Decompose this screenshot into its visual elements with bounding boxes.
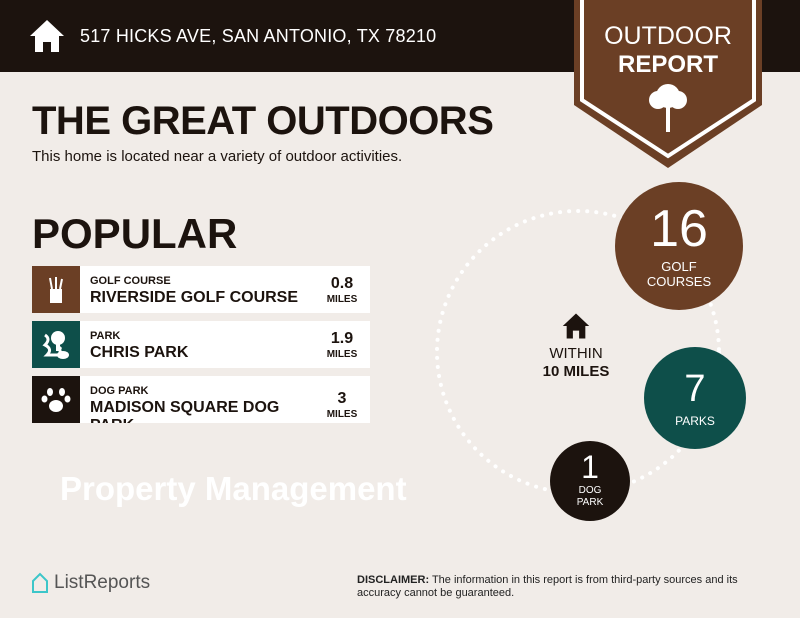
popular-row-golf[interactable]: GOLF COURSE RIVERSIDE GOLF COURSE 0.8 MI… <box>32 266 370 313</box>
parks-count-circle: 7 PARKS <box>644 347 746 449</box>
golf-count-circle: 16 GOLF COURSES <box>615 182 743 310</box>
watermark: Property Management <box>60 470 407 507</box>
row-unit: MILES <box>326 349 358 360</box>
golf-bag-icon <box>32 266 80 313</box>
logo-text: ListReports <box>54 572 151 593</box>
park-tree-icon <box>32 321 80 368</box>
paw-icon <box>32 376 80 423</box>
row-name: MADISON SQUARE DOG PARK <box>90 399 280 423</box>
row-name: CHRIS PARK <box>90 344 189 361</box>
tree-icon <box>649 84 687 132</box>
listreports-logo: ListReports <box>30 572 150 594</box>
home-icon <box>30 20 64 52</box>
row-category: DOG PARK <box>90 385 149 397</box>
row-unit: MILES <box>326 409 358 420</box>
outdoor-report-badge: OUTDOOR REPORT <box>574 0 764 177</box>
row-distance: 1.9 <box>330 330 354 347</box>
disclaimer-label: DISCLAIMER: <box>357 574 430 586</box>
disclaimer: DISCLAIMER: The information in this repo… <box>357 574 777 600</box>
within-distance: 10 MILES <box>542 363 610 380</box>
row-category: GOLF COURSE <box>90 275 171 287</box>
row-unit: MILES <box>326 294 358 305</box>
dog-park-count-circle: 1 DOG PARK <box>550 441 630 521</box>
row-name: RIVERSIDE GOLF COURSE <box>90 289 299 306</box>
disclaimer-text: The information in this report is from t… <box>357 574 738 599</box>
count-value: 16 <box>650 200 708 258</box>
within-label: WITHIN <box>549 345 603 362</box>
count-label: GOLF COURSES <box>646 259 712 289</box>
home-icon <box>562 313 590 339</box>
row-category: PARK <box>90 330 121 342</box>
property-address: 517 HICKS AVE, SAN ANTONIO, TX 78210 <box>80 26 437 46</box>
count-label: PARKS <box>675 414 715 428</box>
page-subtitle: This home is located near a variety of o… <box>32 148 403 165</box>
popular-row-park[interactable]: PARK CHRIS PARK 1.9 MILES <box>32 321 370 368</box>
badge-line2: REPORT <box>617 51 718 78</box>
row-distance: 3 <box>337 390 347 407</box>
popular-heading: POPULAR <box>32 210 238 257</box>
badge-line1: OUTDOOR <box>604 22 732 50</box>
count-value: 7 <box>684 368 706 410</box>
within-radius: WITHIN 10 MILES <box>530 312 622 381</box>
count-label: DOG PARK <box>576 485 604 508</box>
count-value: 1 <box>581 449 599 485</box>
row-distance: 0.8 <box>330 275 354 292</box>
popular-row-dog-park[interactable]: DOG PARK MADISON SQUARE DOG PARK 3 MILES <box>32 376 370 423</box>
page-title: THE GREAT OUTDOORS <box>32 99 494 143</box>
